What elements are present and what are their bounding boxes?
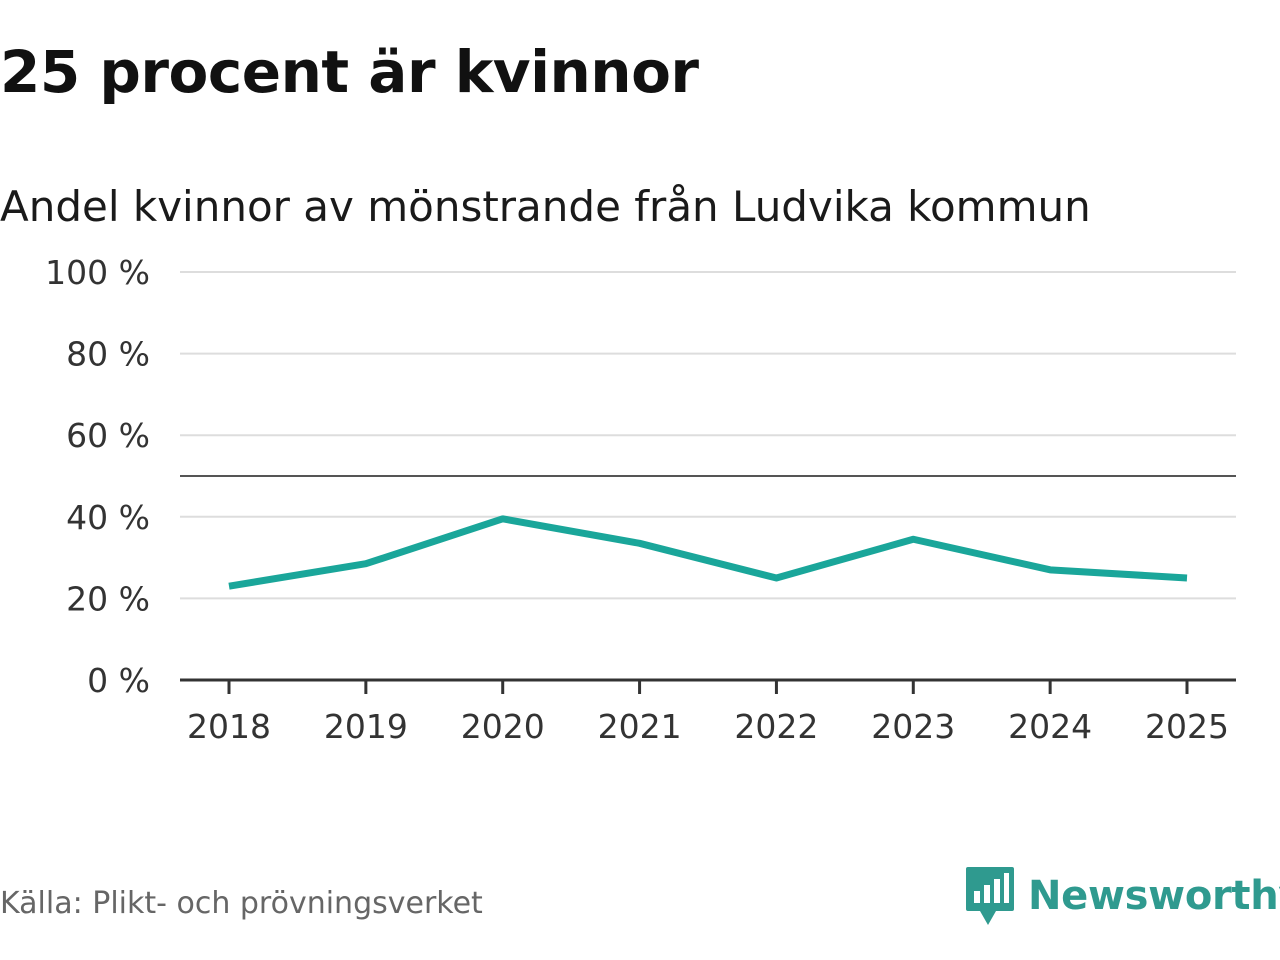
x-axis (180, 678, 1236, 694)
y-axis-labels: 0 % 20 % 40 % 60 % 80 % 100 % (45, 253, 150, 700)
series-line (228, 515, 1188, 590)
y-tick-label: 20 % (66, 579, 150, 618)
gridlines (180, 271, 1236, 600)
x-tick-label: 2021 (598, 707, 682, 746)
series-group (228, 515, 1188, 590)
y-tick-label: 80 % (66, 335, 150, 374)
newsworthy-logo-icon (966, 867, 1014, 925)
x-tick-label: 2018 (187, 707, 271, 746)
x-tick-label: 2025 (1145, 707, 1229, 746)
x-tick-label: 2024 (1008, 707, 1092, 746)
y-tick-label: 100 % (45, 253, 150, 292)
chart-subtitle: Andel kvinnor av mönstrande från Ludvika… (0, 182, 1091, 231)
x-tick-label: 2019 (324, 707, 408, 746)
x-tick-label: 2022 (734, 707, 818, 746)
y-tick-label: 40 % (66, 498, 150, 537)
x-tick-label: 2020 (461, 707, 545, 746)
brand-logo: Newsworthy (964, 864, 1280, 928)
source-note: Källa: Plikt- och prövningsverket (0, 886, 483, 921)
brand-name: Newsworthy (1028, 873, 1280, 919)
x-axis-labels: 2018 2019 2020 2021 2022 2023 2024 2025 (187, 707, 1229, 746)
chart-title: 25 procent är kvinnor (0, 38, 699, 106)
y-tick-label: 60 % (66, 416, 150, 455)
y-tick-label: 0 % (87, 661, 150, 700)
x-tick-label: 2023 (871, 707, 955, 746)
